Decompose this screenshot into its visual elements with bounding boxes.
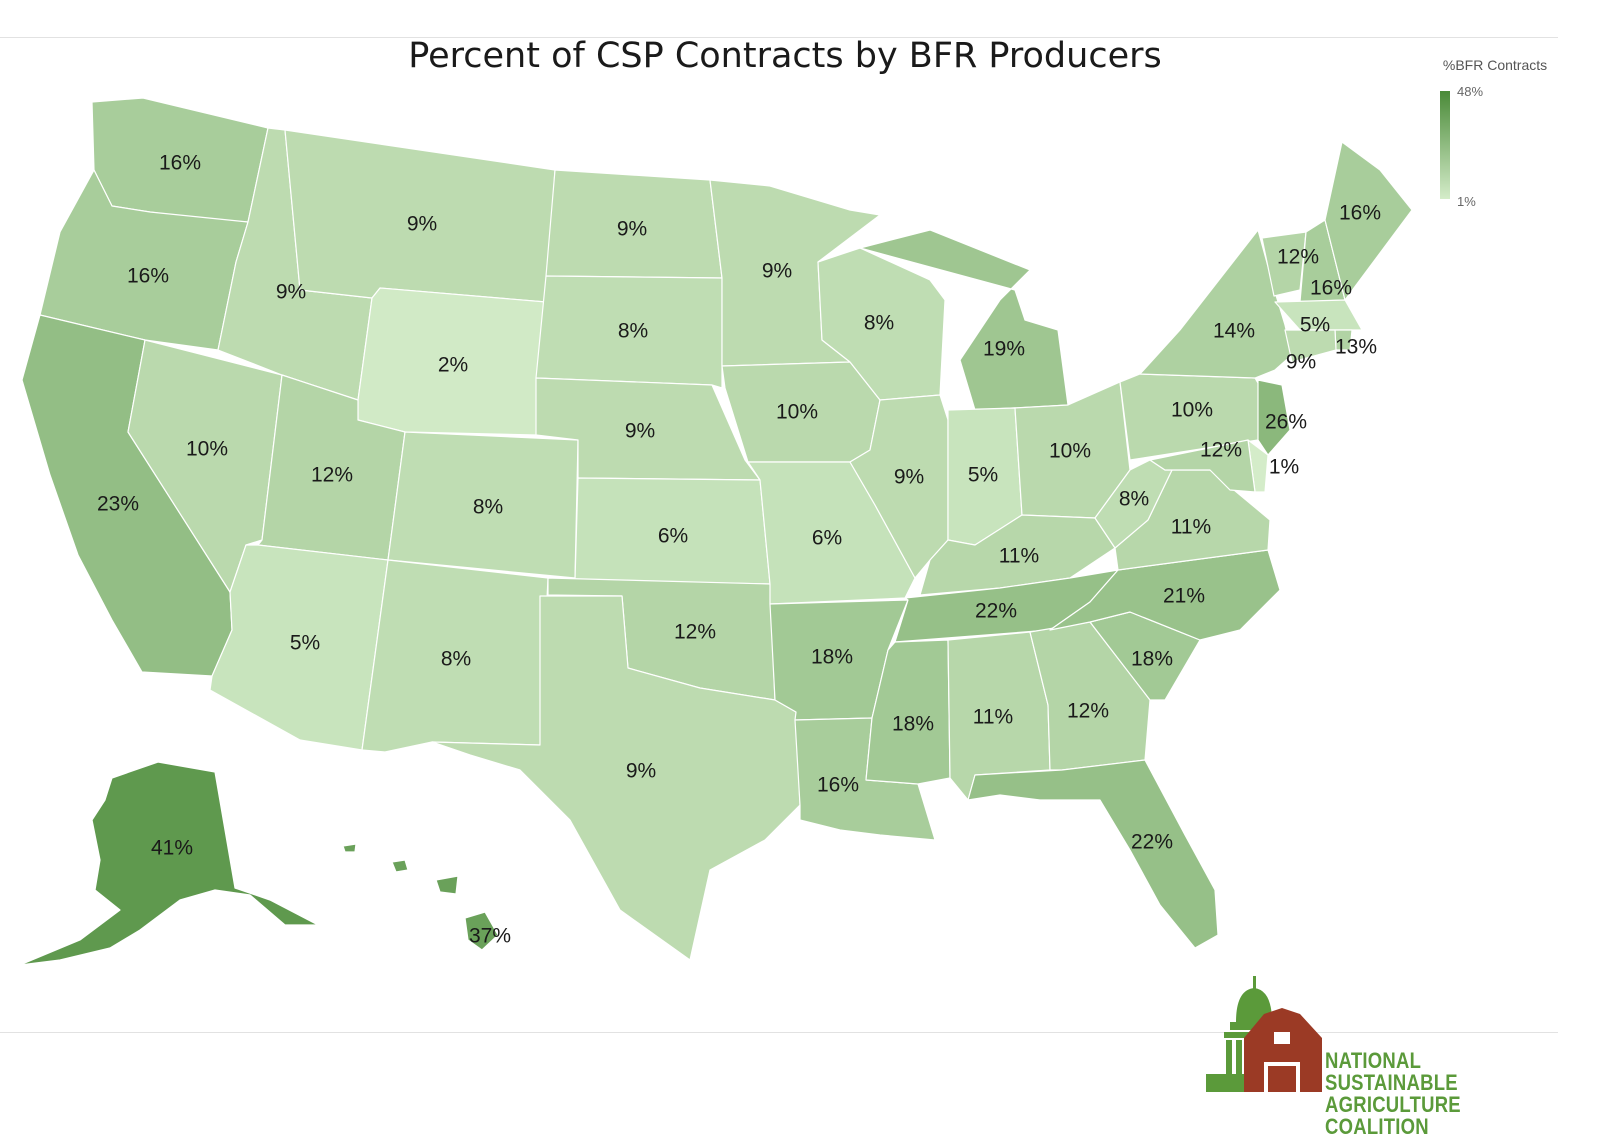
state-label-nc: 21% (1163, 585, 1205, 608)
state-ak[interactable] (19, 761, 319, 966)
state-label-ky: 11% (999, 545, 1039, 568)
legend-min-label: 1% (1457, 194, 1476, 209)
state-me[interactable] (1324, 141, 1413, 301)
logo-line-2: AGRICULTURE COALITION (1325, 1092, 1461, 1139)
state-label-hi: 37% (469, 925, 511, 948)
state-label-ma: 5% (1300, 314, 1330, 337)
state-label-ut: 12% (311, 464, 353, 487)
state-label-nm: 8% (441, 648, 471, 671)
state-sd[interactable] (535, 275, 723, 389)
state-vt[interactable] (1261, 231, 1307, 297)
state-label-wy: 2% (438, 354, 468, 377)
legend-title: %BFR Contracts (1442, 57, 1548, 73)
state-label-co: 8% (473, 496, 503, 519)
state-label-wi: 8% (864, 312, 894, 335)
state-label-de: 1% (1269, 456, 1299, 479)
state-label-pa: 10% (1171, 399, 1213, 422)
state-label-oh: 10% (1049, 440, 1091, 463)
barn-icon (1244, 1008, 1322, 1092)
state-label-nj: 26% (1265, 411, 1307, 434)
state-label-la: 16% (817, 774, 859, 797)
state-label-nv: 10% (186, 438, 228, 461)
state-label-fl: 22% (1131, 831, 1173, 854)
state-label-al: 11% (973, 706, 1013, 729)
state-nc[interactable] (1049, 549, 1281, 641)
state-hi[interactable] (342, 843, 499, 951)
state-ct[interactable] (1284, 329, 1337, 363)
state-label-va: 11% (1171, 516, 1211, 539)
state-ny[interactable] (1139, 229, 1293, 379)
nsac-logo-text: NATIONAL SUSTAINABLE AGRICULTURE COALITI… (1325, 1050, 1556, 1138)
legend-max-label: 48% (1457, 84, 1484, 99)
state-label-mn: 9% (762, 260, 792, 283)
state-label-wa: 16% (159, 152, 201, 175)
state-label-ct: 9% (1286, 351, 1316, 374)
state-label-in: 5% (968, 464, 998, 487)
logo-line-1: NATIONAL SUSTAINABLE (1325, 1048, 1458, 1095)
state-label-az: 5% (290, 632, 320, 655)
state-label-or: 16% (127, 265, 169, 288)
state-label-ca: 23% (97, 493, 139, 516)
state-label-ri: 13% (1335, 336, 1377, 359)
state-label-tx: 9% (626, 760, 656, 783)
state-label-tn: 22% (975, 600, 1017, 623)
state-label-ks: 6% (658, 525, 688, 548)
state-label-me: 16% (1339, 202, 1381, 225)
state-label-mi: 19% (983, 338, 1025, 361)
state-label-nd: 9% (617, 218, 647, 241)
map-title: Percent of CSP Contracts by BFR Producer… (408, 36, 1162, 76)
state-il[interactable] (849, 394, 949, 579)
state-nj[interactable] (1257, 379, 1291, 456)
state-ma[interactable] (1274, 299, 1363, 331)
state-tx[interactable] (431, 595, 801, 961)
state-label-wv: 8% (1119, 488, 1149, 511)
state-fl[interactable] (967, 759, 1219, 949)
state-label-ok: 12% (674, 621, 716, 644)
state-md[interactable] (1149, 439, 1256, 493)
state-label-ar: 18% (811, 646, 853, 669)
state-label-il: 9% (894, 466, 924, 489)
state-label-ga: 12% (1067, 700, 1109, 723)
map-frame (0, 37, 1558, 1033)
us-choropleth-map: 16% 16% 23% 10% 9% 9% 2% 12% 5% 8% 8% 9% 8% 9% 6% 12% 9%… (19, 97, 1413, 966)
state-label-ny: 14% (1213, 320, 1255, 343)
state-label-sc: 18% (1131, 648, 1173, 671)
state-label-md: 12% (1200, 439, 1242, 462)
state-label-ia: 10% (776, 401, 818, 424)
state-label-id: 9% (276, 281, 306, 304)
state-label-sd: 8% (618, 320, 648, 343)
state-label-vt: 12% (1277, 246, 1319, 269)
state-label-mt: 9% (407, 213, 437, 236)
state-label-ne: 9% (625, 420, 655, 443)
nsac-logo (1206, 976, 1322, 1092)
legend-color-scale (1440, 91, 1450, 199)
state-label-ak: 41% (151, 837, 193, 860)
state-label-nh: 16% (1310, 277, 1352, 300)
state-label-ms: 18% (892, 713, 934, 736)
state-label-mo: 6% (812, 527, 842, 550)
